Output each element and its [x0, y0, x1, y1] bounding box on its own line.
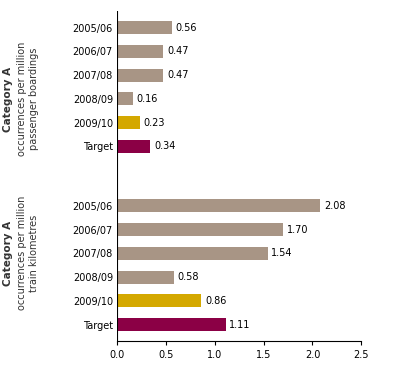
Text: 1.11: 1.11 [229, 320, 251, 330]
Text: Category A: Category A [3, 66, 13, 132]
Text: 0.58: 0.58 [178, 272, 199, 282]
Bar [117, 199, 320, 212]
Bar [117, 45, 163, 58]
Text: occurrences per million
passenger boardings: occurrences per million passenger boardi… [17, 42, 39, 156]
Bar [117, 270, 174, 284]
Bar [117, 140, 150, 153]
Bar [117, 318, 225, 331]
Text: 0.47: 0.47 [167, 46, 189, 57]
Text: 0.56: 0.56 [176, 23, 197, 33]
Text: 2.08: 2.08 [324, 201, 346, 211]
Bar [117, 21, 172, 34]
Text: 0.23: 0.23 [143, 118, 165, 128]
Bar [117, 92, 133, 105]
Bar [117, 247, 268, 260]
Text: 0.47: 0.47 [167, 70, 189, 80]
Bar [117, 223, 283, 236]
Bar [117, 69, 163, 82]
Text: 0.86: 0.86 [205, 296, 226, 306]
Text: Category A: Category A [3, 221, 13, 286]
Text: 1.54: 1.54 [272, 248, 293, 258]
Bar [117, 116, 140, 129]
Text: occurrences per million
train kilometres: occurrences per million train kilometres [17, 196, 39, 310]
Bar [117, 294, 201, 308]
Text: 1.70: 1.70 [287, 225, 308, 235]
Text: 0.16: 0.16 [137, 94, 158, 104]
Text: 0.34: 0.34 [154, 141, 175, 152]
